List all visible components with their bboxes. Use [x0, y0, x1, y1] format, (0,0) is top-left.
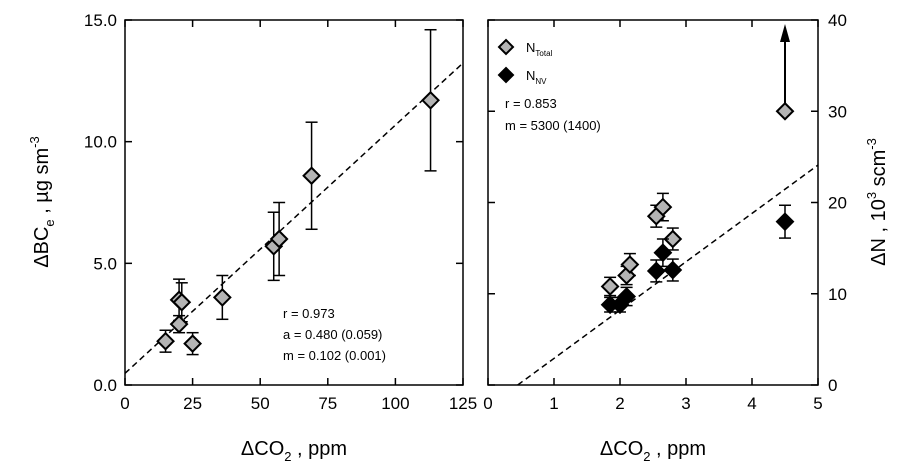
label-part: scm [868, 150, 890, 192]
legend-sub: Total [535, 49, 552, 58]
label-part: , ppm [292, 438, 348, 460]
label-sub: e [42, 219, 57, 226]
legend-marker [497, 66, 515, 84]
legend-name: N [526, 68, 535, 83]
x-tick-label: 75 [318, 394, 337, 413]
label-sup: 3 [864, 192, 879, 199]
annotation: m = 0.102 (0.001) [283, 348, 386, 363]
annotation: r = 0.973 [283, 306, 335, 321]
y-axis-label: ΔN , 103 scm-3 [864, 138, 890, 266]
x-tick-label: 5 [813, 394, 822, 413]
data-point [212, 287, 232, 307]
data-point [653, 197, 673, 217]
label-part: ΔCO [241, 438, 284, 460]
x-tick-label: 50 [251, 394, 270, 413]
data-point [775, 212, 795, 232]
legend-label: NNV [526, 68, 547, 86]
x-tick-label: 1 [549, 394, 558, 413]
data-point [775, 101, 795, 121]
fit-line [517, 164, 819, 386]
data-point [172, 292, 192, 312]
label-part: ΔCO [600, 438, 643, 460]
x-tick-label: 4 [747, 394, 756, 413]
data-point [620, 255, 640, 274]
x-axis-label: ΔCO2 , ppm [241, 438, 347, 464]
annotation: r = 0.853 [505, 96, 557, 111]
left-frame [124, 19, 464, 386]
label-part: ΔN , 10 [868, 199, 890, 266]
label-part: , ppm [651, 438, 707, 460]
fit-line [124, 62, 464, 374]
y-tick-label: 5.0 [93, 254, 117, 273]
y-tick-label: 20 [828, 194, 847, 213]
data-point [663, 229, 683, 249]
x-tick-label: 0 [483, 394, 492, 413]
label-sup: -3 [27, 136, 42, 148]
y-tick-label: 30 [828, 102, 847, 121]
y-tick-label: 0 [828, 376, 837, 395]
data-point [302, 166, 321, 186]
y-tick-label: 0.0 [93, 376, 117, 395]
data-point [617, 287, 637, 306]
x-tick-label: 2 [615, 394, 624, 413]
x-tick-label: 0 [120, 394, 129, 413]
arrow-head [780, 24, 790, 42]
data-point [421, 90, 440, 110]
y-tick-label: 10.0 [84, 133, 117, 152]
y-tick-label: 15.0 [84, 11, 117, 30]
annotation: m = 5300 (1400) [505, 118, 601, 133]
label-sup: -3 [864, 138, 879, 150]
data-point [169, 314, 189, 334]
label-part: , µg sm [31, 148, 53, 220]
data-point [646, 261, 666, 281]
x-tick-label: 25 [183, 394, 202, 413]
annotation: a = 0.480 (0.059) [283, 327, 382, 342]
label-sub: 2 [643, 449, 650, 464]
legend-label: NTotal [526, 40, 553, 58]
legend-sub: NV [535, 77, 547, 86]
legend-marker [497, 38, 515, 56]
x-axis-label: ΔCO2 , ppm [600, 438, 706, 464]
data-point [269, 229, 289, 249]
data-point [600, 277, 620, 296]
x-tick-label: 100 [381, 394, 409, 413]
x-tick-label: 3 [681, 394, 690, 413]
label-part: ΔBC [31, 227, 53, 268]
label-sub: 2 [284, 449, 291, 464]
y-tick-label: 40 [828, 11, 847, 30]
x-tick-label: 125 [449, 394, 477, 413]
data-point [663, 260, 683, 280]
data-point [156, 331, 175, 351]
legend-name: N [526, 40, 535, 55]
y-axis-label: ΔBCe , µg sm-3 [27, 136, 57, 268]
data-point [653, 243, 673, 263]
data-point [183, 334, 203, 354]
right-frame [487, 19, 819, 386]
y-tick-label: 10 [828, 285, 847, 304]
